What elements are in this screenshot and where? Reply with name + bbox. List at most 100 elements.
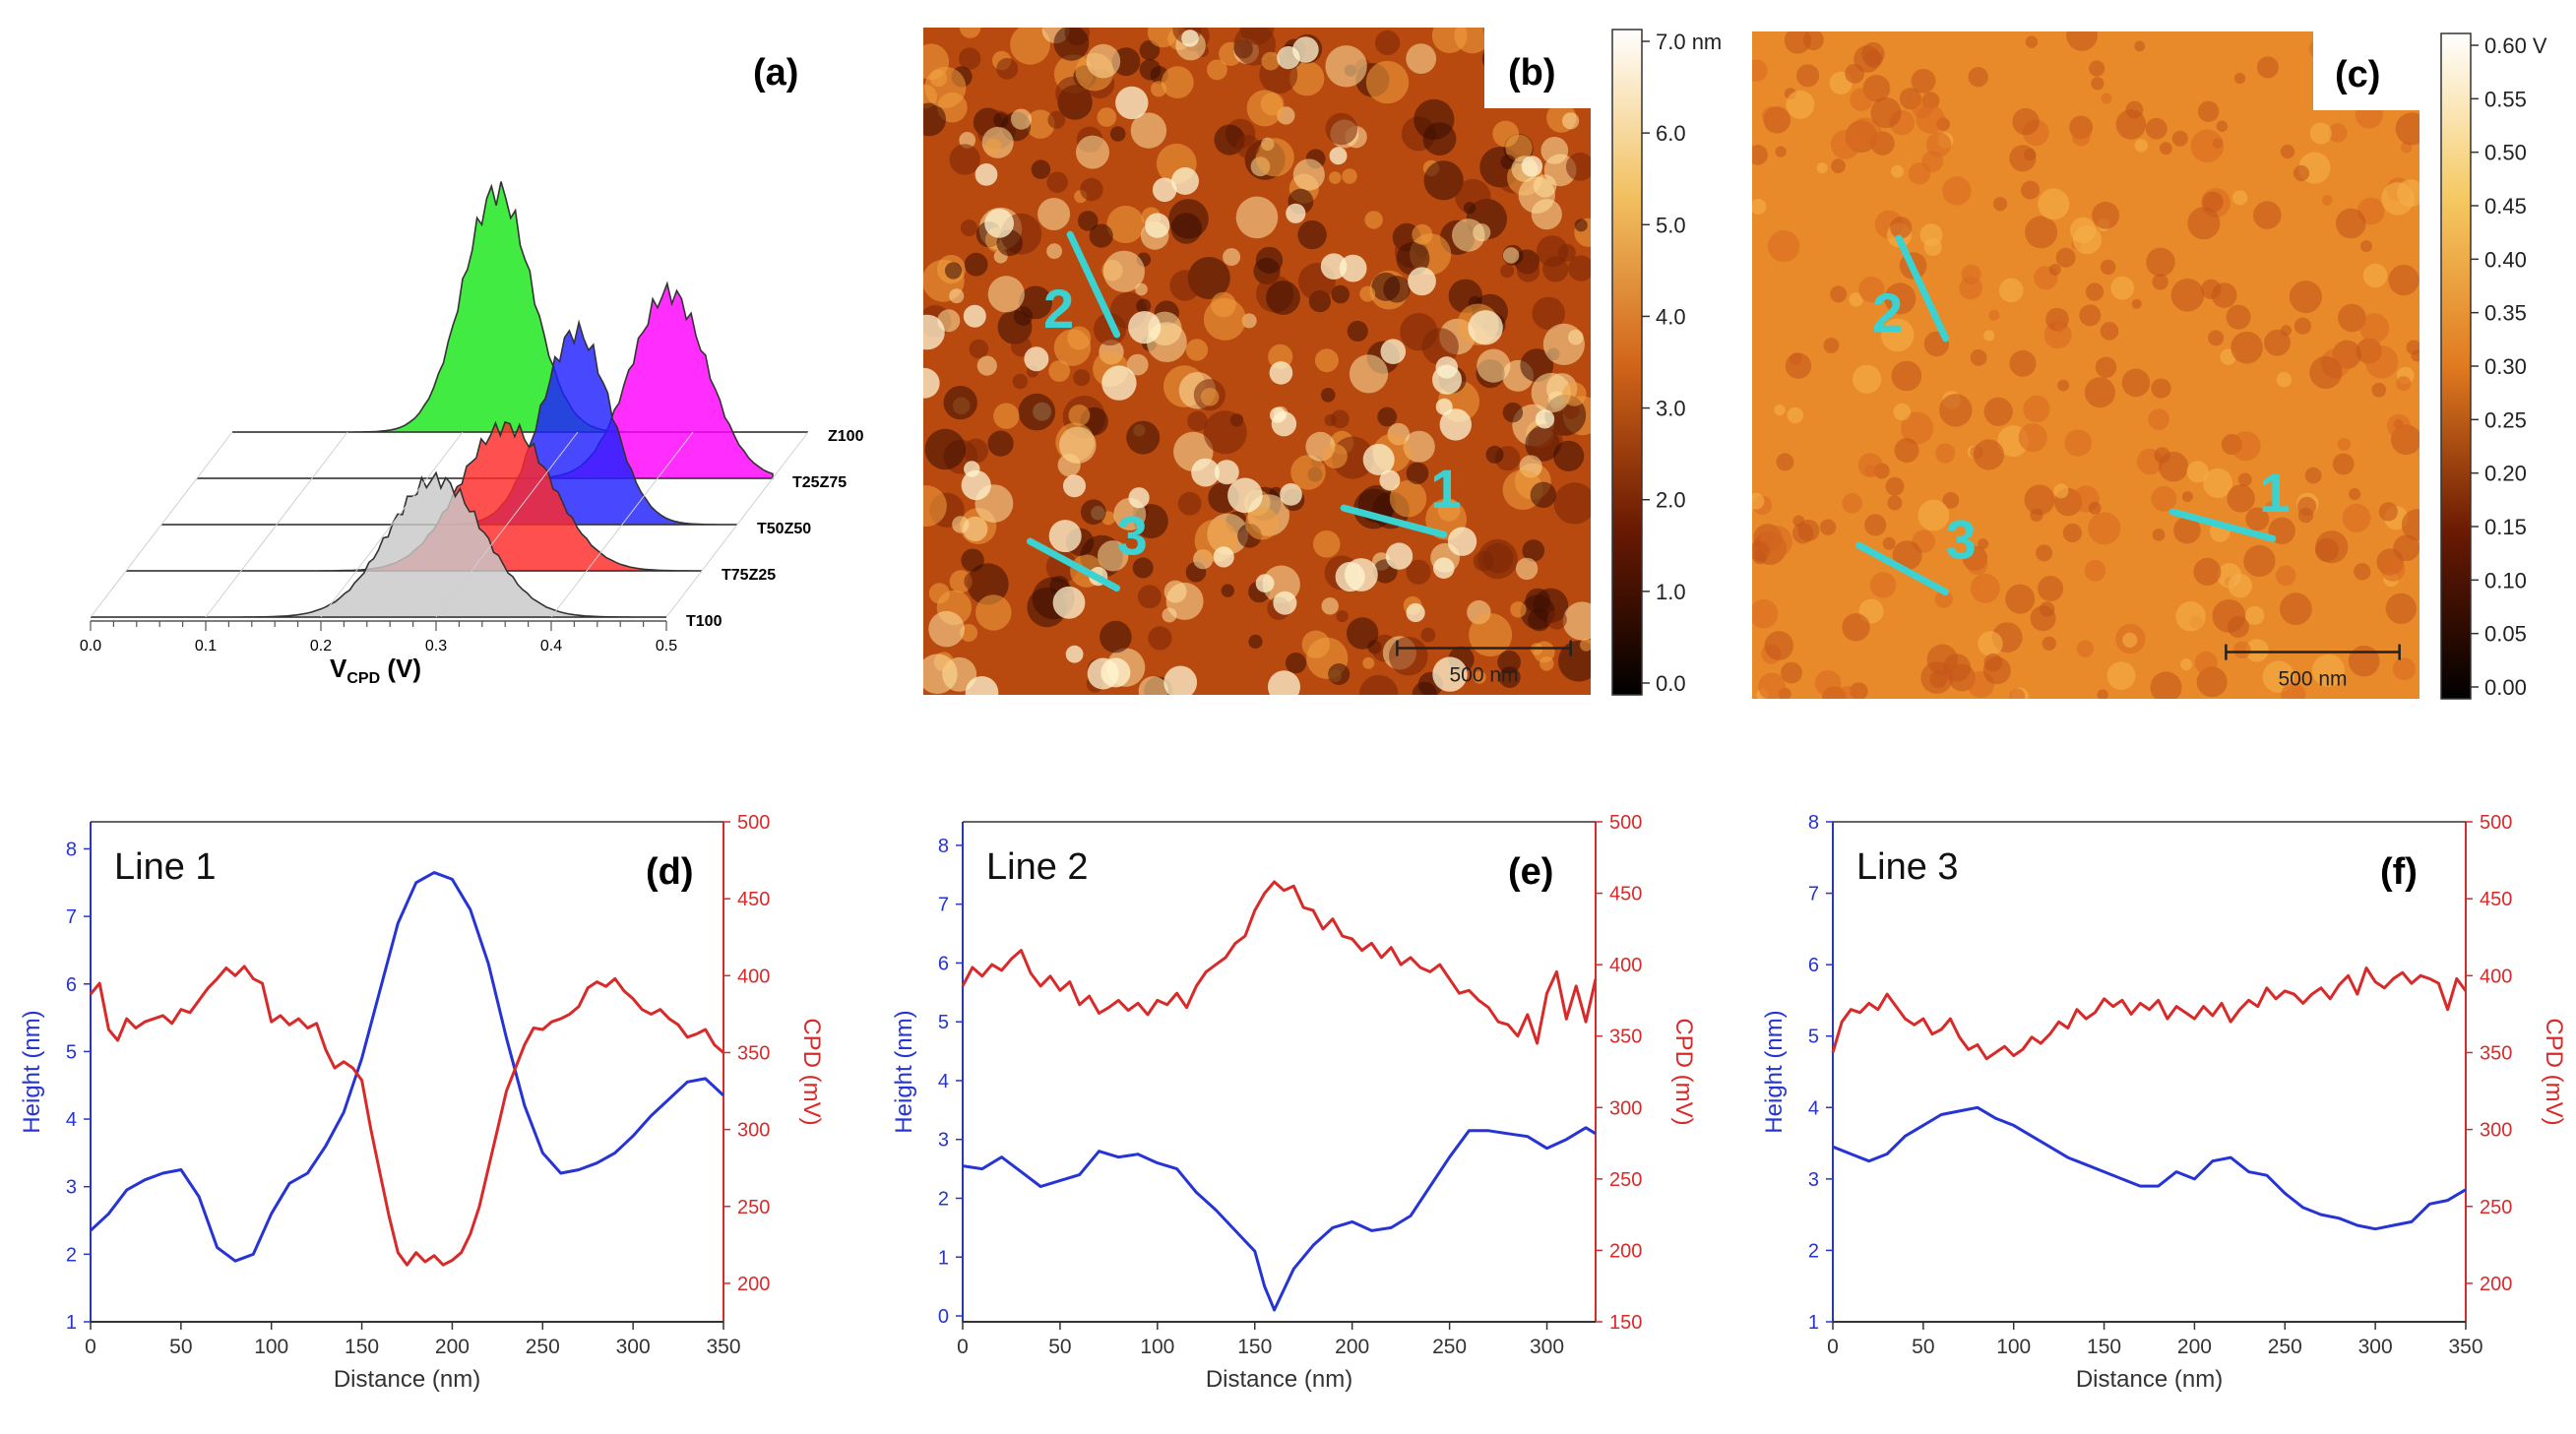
potential-spot [1842, 493, 1862, 514]
grain [1421, 328, 1459, 365]
grain [1135, 282, 1148, 296]
grain [1100, 620, 1132, 654]
grain [949, 288, 965, 304]
left-y-tick-label: 3 [1808, 1169, 1819, 1191]
left-y-tick-label: 3 [938, 1130, 949, 1152]
grain [1248, 634, 1263, 650]
histogram-z100 [232, 181, 808, 433]
right-y-tick-label: 500 [1609, 812, 1642, 834]
series-line-cpd [961, 880, 1598, 1045]
potential-spot [2227, 484, 2255, 513]
potential-spot [1785, 352, 1812, 379]
potential-spot [2359, 313, 2390, 343]
panel-a-letter: (a) [753, 52, 798, 94]
grain-peak [974, 163, 998, 186]
grain-peak [965, 676, 999, 695]
potential-spot [1892, 540, 1922, 571]
potential-spot [1887, 495, 1903, 511]
grain [1068, 405, 1091, 426]
grain [1542, 256, 1569, 282]
grain [1349, 354, 1389, 394]
potential-spot [1831, 158, 1846, 174]
potential-spot [1882, 536, 1896, 550]
panel-f-line-profile: 0 50 100 150 200 250 300 350 1 2 3 4 5 6 7 8 200 250 300 35… [1761, 812, 2567, 1393]
grain [1187, 410, 1208, 432]
grain [969, 339, 989, 359]
potential-spot [1845, 63, 1864, 84]
grain [1437, 498, 1461, 522]
grain-peak [1406, 602, 1425, 623]
scale-bar-label: 500 nm [1449, 664, 1518, 687]
grain-peak [1163, 665, 1198, 695]
right-y-tick-label: 150 [1609, 1312, 1642, 1334]
x-tick-label: 250 [2268, 1336, 2302, 1358]
grain [1106, 205, 1145, 244]
potential-spot [2122, 632, 2138, 649]
potential-spot [1890, 217, 1913, 239]
grain [1151, 81, 1167, 97]
colorbar-tick-label: 5.0 [1656, 213, 1686, 237]
grain [1558, 640, 1591, 682]
grain [1026, 109, 1055, 139]
grain [1130, 112, 1167, 149]
grain [1383, 276, 1411, 303]
grain [1542, 323, 1585, 365]
potential-spot [2021, 180, 2041, 200]
plot-title: Line 1 [114, 846, 217, 888]
potential-spot [2233, 73, 2246, 85]
grain-peak [1435, 356, 1459, 379]
grain-peak [1052, 586, 1086, 619]
potential-spot [2097, 689, 2108, 699]
grain [987, 276, 1025, 313]
left-y-tick-label: 7 [938, 895, 949, 916]
potential-spot [2309, 122, 2332, 145]
potential-spot [2203, 468, 2233, 498]
grain-peak [1329, 147, 1348, 165]
potential-spot [1978, 631, 2003, 656]
grain [1389, 480, 1427, 518]
grain-peak [1065, 645, 1084, 663]
series-line-cpd [89, 965, 724, 1267]
series-label-t75z25: T75Z25 [722, 567, 776, 584]
potential-spot [2146, 247, 2175, 277]
colorbar-tick-label: 4.0 [1656, 304, 1686, 329]
potential-spot [1796, 64, 1820, 88]
scale-bar-label: 500 nm [2278, 668, 2347, 691]
potential-spot [2151, 485, 2177, 512]
colorbar-tick-label: 0.50 [2484, 141, 2527, 165]
grain [1290, 455, 1326, 490]
right-y-tick-label: 250 [2480, 1197, 2512, 1218]
left-y-tick-label: 7 [1808, 884, 1819, 905]
potential-spot [1814, 669, 1842, 697]
right-y-tick-label: 300 [2480, 1120, 2512, 1142]
grain-peak [1521, 156, 1543, 177]
potential-spot [2265, 501, 2276, 512]
potential-spot [1768, 230, 1800, 263]
grain [1533, 174, 1557, 198]
grain [1170, 213, 1202, 244]
histogram-t100 [91, 470, 666, 618]
potential-spot [1992, 197, 2008, 212]
series-line-height [1832, 1105, 2467, 1231]
grain [1207, 59, 1227, 81]
right-y-tick-label: 300 [1609, 1097, 1642, 1119]
grain [1098, 540, 1129, 572]
panel-c-label-box [2313, 31, 2419, 110]
potential-spot [1752, 599, 1779, 629]
potential-spot [1893, 403, 1912, 421]
grain [1320, 388, 1336, 403]
potential-spot [2048, 264, 2061, 276]
potential-spot [2311, 654, 2345, 687]
potential-spot [1978, 538, 1989, 550]
potential-spot [2371, 382, 2387, 398]
x-tick-label: 50 [1048, 1336, 1071, 1358]
potential-spot [2230, 331, 2263, 364]
grain [1359, 285, 1376, 302]
grain-peak [1213, 546, 1234, 568]
potential-spot [2360, 240, 2372, 253]
potential-spot [2362, 263, 2388, 288]
grain-peak [1380, 339, 1407, 365]
grain [1362, 656, 1375, 669]
potential-spot [2245, 605, 2265, 625]
x-axis-title: VCPD (V) [330, 654, 421, 687]
